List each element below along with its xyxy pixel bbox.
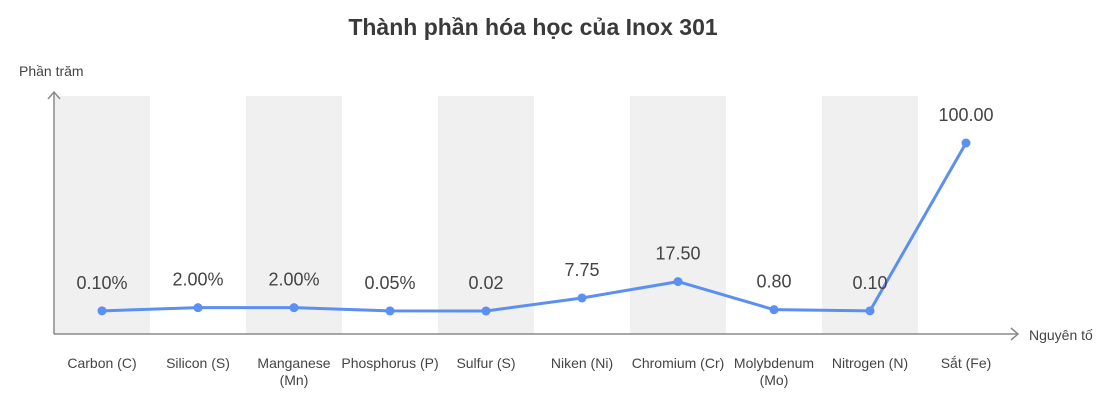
data-label: 7.75 xyxy=(564,260,599,280)
category-band xyxy=(54,96,150,334)
data-point xyxy=(193,303,203,313)
data-label: 0.10% xyxy=(76,273,127,293)
x-tick-label: Sắt (Fe) xyxy=(941,355,992,371)
data-label: 2.00% xyxy=(172,270,223,290)
x-tick-label: Chromium (Cr) xyxy=(632,355,725,371)
x-axis-arrow xyxy=(1010,327,1020,341)
chart-title: Thành phần hóa học của Inox 301 xyxy=(348,14,718,40)
data-label: 0.02 xyxy=(468,273,503,293)
category-band xyxy=(630,96,726,334)
x-tick-label: Carbon (C) xyxy=(67,355,136,371)
x-tick-label: (Mo) xyxy=(760,372,789,388)
data-point xyxy=(385,306,395,316)
data-point xyxy=(481,306,491,316)
category-band xyxy=(822,96,918,334)
x-tick-label: Manganese xyxy=(257,355,330,371)
y-axis-label: Phần trăm xyxy=(19,63,84,79)
x-tick-label: (Mn) xyxy=(280,372,309,388)
data-point xyxy=(961,138,971,148)
data-point xyxy=(577,293,587,303)
x-axis-label: Nguyên tố xyxy=(1029,327,1093,343)
x-tick-label: Molybdenum xyxy=(734,355,814,371)
data-label: 0.80 xyxy=(756,272,791,292)
x-tick-label: Sulfur (S) xyxy=(456,355,515,371)
x-tick-label: Phosphorus (P) xyxy=(341,355,438,371)
category-band xyxy=(438,96,534,334)
x-tick-label: Niken (Ni) xyxy=(551,355,613,371)
data-label: 100.00 xyxy=(938,105,993,125)
category-band xyxy=(246,96,342,334)
x-tick-label: Silicon (S) xyxy=(166,355,230,371)
data-point xyxy=(289,303,299,313)
data-label: 0.10 xyxy=(852,273,887,293)
y-axis-arrow xyxy=(47,90,61,100)
series-line xyxy=(100,141,968,313)
data-point xyxy=(865,306,875,316)
data-label: 0.05% xyxy=(364,273,415,293)
data-point xyxy=(769,305,779,315)
data-point xyxy=(673,277,683,287)
data-label: 2.00% xyxy=(268,270,319,290)
x-tick-label: Nitrogen (N) xyxy=(832,355,908,371)
data-label: 17.50 xyxy=(655,244,700,264)
data-point xyxy=(97,306,107,316)
